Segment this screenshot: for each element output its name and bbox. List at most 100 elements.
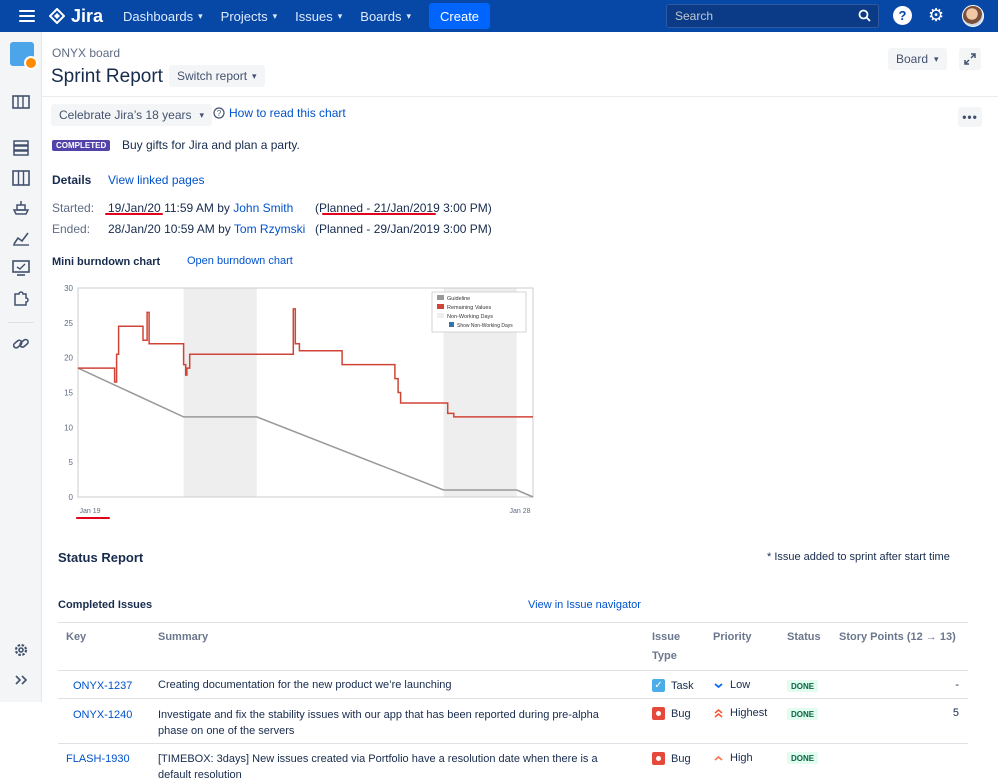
- ended-date: 28/Jan/20: [108, 222, 161, 236]
- table-top-rule: [58, 622, 968, 623]
- column-header-issue-type[interactable]: Issue Type: [652, 628, 680, 666]
- double-chevron-up-icon: [714, 708, 723, 718]
- nav-dashboards[interactable]: Dashboards ▾: [123, 9, 203, 24]
- project-avatar[interactable]: [10, 42, 38, 70]
- issue-priority: Highest: [713, 707, 767, 719]
- issue-summary-cont: default resolution: [158, 769, 242, 780]
- board-name[interactable]: ONYX board: [52, 46, 121, 60]
- y-tick-label: 15: [64, 389, 73, 398]
- issue-type: Bug: [652, 752, 691, 765]
- issue-type-label: Bug: [671, 707, 691, 720]
- issue-key-link[interactable]: ONYX-1237: [73, 680, 133, 692]
- status-report-title: Status Report: [58, 550, 144, 565]
- nav-boards[interactable]: Boards ▾: [360, 9, 411, 24]
- settings-gear-icon[interactable]: ⚙: [928, 5, 945, 25]
- details-label: Details: [52, 173, 92, 187]
- added-after-start-note: * Issue added to sprint after start time: [767, 551, 950, 563]
- switch-report-button[interactable]: Switch report ▾: [169, 65, 265, 87]
- chevron-down-icon: ▾: [252, 70, 257, 81]
- started-planned: (Planned - 21/Jan/2019 3:00 PM): [315, 201, 492, 215]
- status-lozenge: DONE: [787, 752, 819, 764]
- jira-logo[interactable]: Jira: [49, 6, 103, 27]
- project-settings-icon[interactable]: [12, 642, 30, 658]
- nav-issues[interactable]: Issues ▾: [295, 9, 342, 24]
- issues-monitor-icon[interactable]: [12, 260, 30, 276]
- legend-non-working: Non-Working Days: [447, 314, 493, 320]
- issue-navigator-link[interactable]: View in Issue navigator: [528, 599, 641, 611]
- user-avatar[interactable]: [962, 5, 984, 27]
- column-header-story-points[interactable]: Story Points (12 → 13): [839, 631, 956, 643]
- issue-summary: Creating documentation for the new produ…: [158, 679, 452, 691]
- priority-label: Low: [730, 679, 751, 691]
- search-input[interactable]: Search: [666, 4, 879, 28]
- sprint-select-value: Celebrate Jira’s 18 years: [59, 108, 192, 122]
- board-dropdown-button[interactable]: Board ▾: [888, 48, 947, 70]
- create-button[interactable]: Create: [429, 3, 491, 29]
- more-actions-button[interactable]: •••: [958, 107, 982, 127]
- menu-icon[interactable]: [19, 10, 35, 22]
- board-label: Board: [896, 52, 929, 66]
- issue-type: ✓ Task: [652, 679, 694, 692]
- issue-type-label: Bug: [671, 752, 691, 765]
- mini-burndown-label: Mini burndown chart: [52, 256, 161, 268]
- y-tick-label: 10: [64, 423, 73, 432]
- task-icon: ✓: [652, 679, 665, 692]
- chevron-down-icon: [714, 682, 723, 688]
- reports-chart-icon[interactable]: [12, 230, 30, 246]
- x-tick-label: Jan 28: [509, 508, 530, 515]
- board-icon[interactable]: [12, 170, 30, 186]
- how-to-read-link[interactable]: ? How to read this chart: [213, 106, 346, 120]
- chevron-down-icon: ▾: [199, 109, 205, 120]
- open-burndown-link[interactable]: Open burndown chart: [187, 255, 293, 267]
- link-icon[interactable]: [12, 336, 30, 352]
- nav-label: Boards: [360, 8, 402, 24]
- column-header-priority[interactable]: Priority: [713, 631, 752, 643]
- sprint-select[interactable]: Celebrate Jira’s 18 years ▾: [51, 104, 213, 126]
- issue-priority: Low: [713, 679, 750, 691]
- expand-sidebar-icon[interactable]: [12, 672, 30, 688]
- chevron-down-icon: ▾: [272, 10, 278, 21]
- issue-key-link[interactable]: FLASH-1930: [66, 753, 130, 765]
- priority-label: Highest: [730, 707, 768, 719]
- issue-summary: [TIMEBOX: 3days] New issues created via …: [158, 753, 598, 765]
- show-non-working-checkbox[interactable]: [449, 322, 454, 327]
- view-linked-pages-link[interactable]: View linked pages: [108, 173, 205, 187]
- page-title: Sprint Report: [51, 66, 163, 87]
- help-icon[interactable]: ?: [893, 6, 912, 25]
- ended-time: 10:59 AM by: [164, 222, 231, 236]
- ended-value: 28/Jan/20 10:59 AM by Tom Rzymski: [108, 222, 305, 236]
- story-points: 5: [952, 707, 959, 719]
- red-annotation-underline: [76, 517, 110, 519]
- svg-text:?: ?: [217, 109, 222, 118]
- completed-issues-title: Completed Issues: [58, 599, 153, 611]
- help-circle-icon: ?: [213, 107, 225, 119]
- backlog-icon[interactable]: [12, 94, 30, 110]
- jira-logo-icon: [49, 8, 65, 24]
- legend-swatch-remaining: [437, 304, 444, 309]
- y-tick-label: 20: [64, 354, 73, 363]
- chevron-up-icon: [714, 755, 723, 761]
- fullscreen-button[interactable]: [959, 48, 981, 70]
- started-by-user-link[interactable]: John Smith: [233, 201, 294, 215]
- nav-projects[interactable]: Projects ▾: [221, 9, 278, 24]
- y-tick-label: 30: [64, 284, 73, 293]
- issue-key-link[interactable]: ONYX-1240: [73, 709, 133, 721]
- switch-report-label: Switch report: [177, 69, 248, 83]
- legend-swatch-guideline: [437, 295, 444, 300]
- column-header-summary[interactable]: Summary: [158, 631, 209, 643]
- add-ons-puzzle-icon[interactable]: [12, 290, 30, 306]
- releases-ship-icon[interactable]: [12, 200, 30, 216]
- nav-label: Issues: [295, 8, 333, 24]
- chevron-down-icon: ▾: [934, 53, 939, 64]
- issue-type: Bug: [652, 707, 691, 720]
- column-header-status[interactable]: Status: [787, 631, 821, 643]
- issue-summary: Investigate and fix the stability issues…: [158, 709, 599, 721]
- red-annotation-underline: [105, 213, 163, 215]
- ended-by-user-link[interactable]: Tom Rzymski: [233, 222, 306, 236]
- how-to-read-label: How to read this chart: [229, 106, 346, 120]
- list-icon[interactable]: [12, 140, 30, 156]
- column-header-text: Issue: [652, 631, 681, 643]
- mini-burndown-chart: 0 5 10 15 20 25 30 Jan 19 Jan 28 Guideline Rem…: [64, 284, 534, 519]
- column-header-key[interactable]: Key: [66, 631, 87, 643]
- issue-summary-cont: phase on one of the servers: [158, 725, 295, 737]
